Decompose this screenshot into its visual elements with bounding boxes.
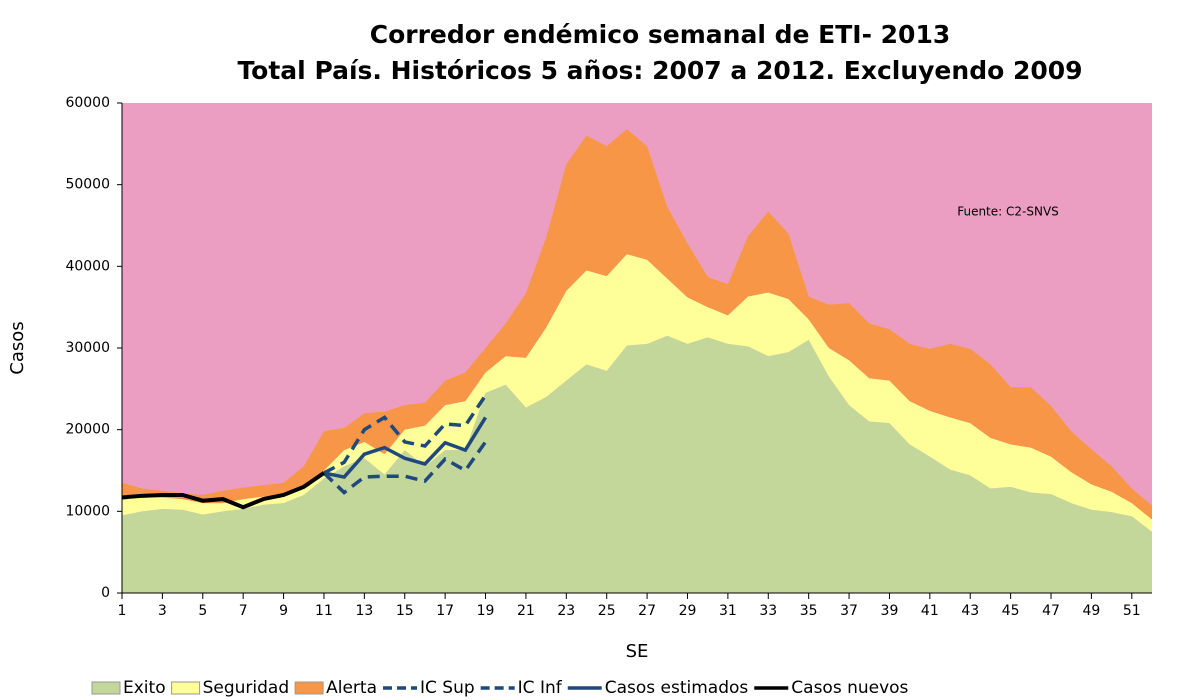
legend-label: IC Inf — [518, 678, 563, 698]
x-tick-label: 43 — [961, 603, 979, 619]
y-tick-label: 30000 — [65, 340, 110, 356]
x-tick-label: 39 — [881, 603, 899, 619]
y-tick-label: 0 — [101, 585, 110, 601]
annotation: Fuente: C2-SNVS — [957, 205, 1059, 219]
legend-swatch — [294, 681, 324, 695]
x-tick-label: 7 — [239, 603, 248, 619]
x-axis-label: SE — [626, 641, 649, 662]
chart-subtitle: Total País. Históricos 5 años: 2007 a 20… — [237, 56, 1082, 85]
x-tick-label: 51 — [1123, 603, 1141, 619]
y-tick-label: 50000 — [65, 177, 110, 193]
y-tick-label: 40000 — [65, 258, 110, 274]
x-tick-label: 45 — [1002, 603, 1020, 619]
line — [323, 394, 487, 475]
y-axis-label: Casos — [7, 321, 28, 374]
line — [121, 471, 326, 510]
chart-title: Corredor endémico semanal de ETI- 2013 — [370, 20, 951, 49]
x-tick-label: 5 — [198, 603, 207, 619]
legend-label: Exito — [123, 678, 166, 698]
x-tick-label: 19 — [477, 603, 495, 619]
line — [323, 416, 488, 479]
y-tick-label: 10000 — [65, 503, 110, 519]
x-tick-label: 41 — [921, 603, 939, 619]
x-tick-label: 17 — [436, 603, 454, 619]
legend-swatch — [91, 681, 121, 695]
legend-label: Casos nuevos — [791, 678, 908, 698]
x-tick-label: 1 — [118, 603, 127, 619]
legend-swatch — [171, 681, 201, 695]
x-tick-label: 11 — [315, 603, 333, 619]
x-tick-label: 9 — [279, 603, 288, 619]
x-tick-label: 47 — [1042, 603, 1060, 619]
x-tick-label: 49 — [1082, 603, 1100, 619]
line — [322, 440, 487, 495]
legend-label: IC Sup — [420, 678, 475, 698]
area — [122, 335, 1152, 593]
y-tick-label: 20000 — [65, 422, 110, 438]
x-tick-label: 3 — [158, 603, 167, 619]
x-tick-label: 29 — [679, 603, 697, 619]
x-tick-label: 21 — [517, 603, 535, 619]
legend-label: Casos estimados — [605, 678, 749, 698]
x-tick-label: 27 — [638, 603, 656, 619]
x-tick-label: 25 — [598, 603, 616, 619]
legend-label: Alerta — [326, 678, 377, 698]
x-tick-label: 15 — [396, 603, 414, 619]
x-tick-label: 23 — [557, 603, 575, 619]
y-tick-label: 60000 — [65, 95, 110, 111]
x-tick-label: 33 — [759, 603, 777, 619]
x-tick-label: 35 — [800, 603, 818, 619]
area — [122, 254, 1152, 532]
x-tick-label: 13 — [355, 603, 373, 619]
x-tick-label: 31 — [719, 603, 737, 619]
x-tick-label: 37 — [840, 603, 858, 619]
legend-label: Seguridad — [203, 678, 290, 698]
